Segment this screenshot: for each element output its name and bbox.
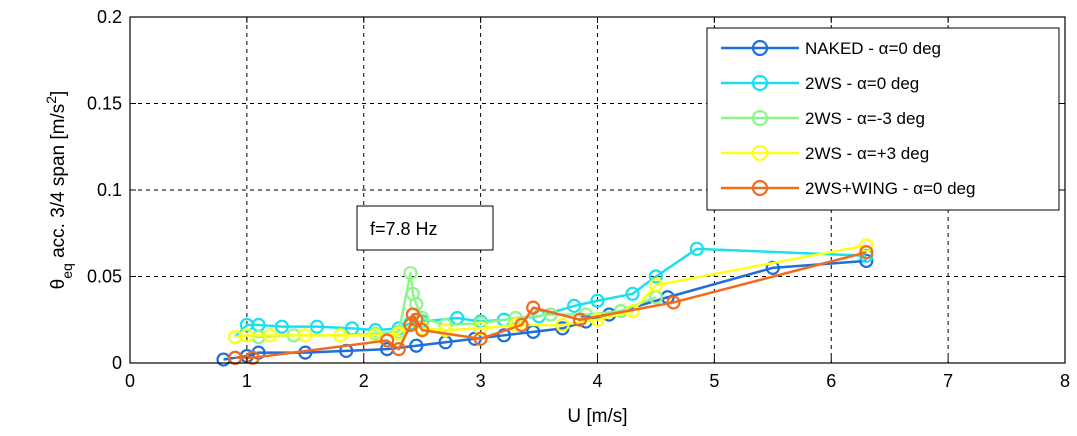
data-point — [648, 278, 664, 293]
x-tick-label: 8 — [1060, 371, 1070, 391]
legend-item: 2WS - α=0 deg — [721, 74, 919, 93]
data-point — [228, 350, 243, 365]
data-point — [333, 328, 348, 343]
data-point — [514, 317, 529, 333]
legend-item: 2WS - α=+3 deg — [721, 144, 929, 163]
y-tick-label: 0.1 — [97, 180, 122, 200]
data-point — [263, 328, 278, 343]
x-tick-label: 5 — [709, 371, 719, 391]
data-point — [572, 312, 588, 327]
x-tick-label: 0 — [125, 371, 135, 391]
data-point — [409, 338, 424, 353]
data-point — [409, 312, 424, 327]
y-axis-label: θeq acc. 3/4 span [m/s2] — [43, 91, 75, 290]
legend: NAKED - α=0 deg 2WS - α=0 deg 2WS - α=-3 d… — [706, 27, 1060, 211]
legend-swatch-marker — [751, 74, 769, 92]
legend-swatch-marker — [751, 109, 769, 127]
data-point — [567, 298, 582, 314]
data-point — [859, 238, 874, 253]
ticks: 0 1 2 3 4 5 6 7 8 0 0.05 0.1 0.15 0.2 — [87, 7, 1070, 391]
svg-text:θeq acc. 3/4 span [m/s2]: θeq acc. 3/4 span [m/s2] — [43, 91, 75, 290]
x-axis-label: U [m/s] — [567, 406, 627, 427]
series-group — [216, 238, 874, 367]
legend-item: 2WS+WING - α=0 deg — [721, 179, 975, 198]
x-tick-label: 6 — [826, 371, 836, 391]
x-tick-label: 1 — [242, 371, 252, 391]
data-point — [298, 328, 313, 343]
y-tick-label: 0.05 — [87, 267, 122, 287]
data-point — [403, 265, 418, 281]
legend-swatch-marker — [751, 179, 769, 197]
y-label-main: acc. 3/4 span [m/s — [48, 104, 69, 263]
annotation-text: f=7.8 Hz — [370, 219, 438, 239]
data-point — [555, 317, 570, 333]
data-point — [590, 312, 605, 327]
legend-item: NAKED - α=0 deg — [721, 39, 941, 58]
grid — [130, 17, 1065, 363]
series-5 — [228, 245, 874, 365]
data-point — [473, 331, 488, 346]
data-point — [274, 319, 290, 334]
legend-label: 2WS - α=0 deg — [805, 74, 919, 93]
data-point — [666, 295, 681, 310]
legend-item: 2WS - α=-3 deg — [721, 109, 925, 128]
data-point — [526, 300, 541, 315]
data-point — [438, 323, 453, 338]
legend-swatch-marker — [751, 39, 769, 57]
annotation: f=7.8 Hz — [356, 205, 494, 251]
legend-label: 2WS - α=+3 deg — [805, 144, 929, 163]
y-tick-label: 0.15 — [87, 94, 122, 114]
data-point — [415, 323, 430, 338]
data-point — [859, 245, 874, 260]
y-label-sup: 2 — [43, 96, 59, 104]
legend-swatch-marker — [751, 144, 769, 162]
x-tick-label: 4 — [592, 371, 602, 391]
x-tick-label: 3 — [476, 371, 486, 391]
data-point — [625, 286, 640, 301]
data-point — [473, 321, 488, 336]
y-tick-label: 0 — [112, 353, 122, 373]
x-tick-label: 2 — [359, 371, 369, 391]
y-label-end: ] — [48, 91, 69, 96]
data-point — [648, 269, 664, 284]
data-point — [309, 319, 325, 334]
data-point — [239, 328, 254, 343]
data-point — [391, 342, 406, 357]
y-label-sub: eq — [59, 263, 75, 279]
legend-label: NAKED - α=0 deg — [805, 39, 941, 58]
legend-label: 2WS+WING - α=0 deg — [805, 179, 975, 198]
y-tick-label: 0.2 — [97, 7, 122, 27]
data-point — [689, 241, 704, 256]
data-point — [380, 333, 395, 348]
x-tick-label: 7 — [943, 371, 953, 391]
data-point — [496, 328, 512, 343]
data-point — [590, 293, 605, 308]
data-point — [391, 326, 406, 341]
y-label-theta: θ — [48, 279, 69, 290]
legend-label: 2WS - α=-3 deg — [805, 109, 925, 128]
